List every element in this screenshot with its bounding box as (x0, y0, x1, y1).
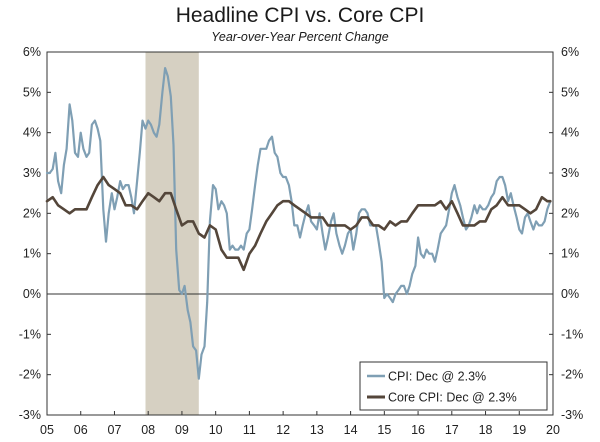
cpi-series-line (45, 67, 552, 380)
y-tick-label-left: 6% (23, 45, 41, 59)
x-tick-label: 10 (209, 423, 223, 437)
y-tick-label-right: 0% (561, 287, 579, 301)
y-tick-label-right: 1% (561, 247, 579, 261)
y-tick-label-left: 3% (23, 166, 41, 180)
legend-label-core-cpi: Core CPI: Dec @ 2.3% (388, 391, 517, 405)
legend-label-cpi: CPI: Dec @ 2.3% (388, 370, 486, 384)
x-tick-label: 11 (243, 423, 256, 437)
y-tick-label-right: 3% (561, 166, 579, 180)
y-tick-label-left: 5% (23, 85, 41, 99)
x-tick-label: 15 (377, 423, 391, 437)
core-cpi-series-line (45, 175, 552, 272)
chart-subtitle: Year-over-Year Percent Change (211, 30, 389, 44)
y-tick-label-right: 6% (561, 45, 579, 59)
x-tick-label: 08 (141, 423, 155, 437)
x-tick-label: 14 (344, 423, 358, 437)
x-tick-label: 16 (411, 423, 425, 437)
y-tick-label-left: 4% (23, 126, 41, 140)
legend-box (359, 361, 548, 411)
y-tick-label-right: 2% (561, 206, 579, 220)
x-tick-label: 09 (175, 423, 189, 437)
y-tick-label-right: -3% (561, 408, 583, 422)
y-tick-label-right: 4% (561, 126, 579, 140)
chart-title: Headline CPI vs. Core CPI (175, 4, 425, 27)
x-tick-label: 17 (445, 423, 459, 437)
x-tick-label: 20 (546, 423, 560, 437)
y-tick-label-right: -1% (561, 327, 583, 341)
x-tick-label: 19 (512, 423, 526, 437)
y-tick-label-right: -2% (561, 368, 583, 382)
x-tick-label: 18 (479, 423, 493, 437)
x-tick-label: 06 (74, 423, 88, 437)
x-tick-label: 13 (310, 423, 324, 437)
chart-legend: CPI: Dec @ 2.3% Core CPI: Dec @ 2.3% (359, 361, 548, 411)
y-tick-label-left: 2% (23, 206, 41, 220)
y-tick-label-left: -1% (19, 327, 41, 341)
y-tick-label-left: 0% (23, 287, 41, 301)
x-tick-label: 07 (108, 423, 122, 437)
plot-area-frame (46, 51, 554, 416)
y-tick-label-left: -3% (19, 408, 41, 422)
y-tick-label-left: -2% (19, 368, 41, 382)
y-tick-label-right: 5% (561, 85, 579, 99)
y-tick-label-left: 1% (23, 247, 41, 261)
x-tick-label: 12 (276, 423, 290, 437)
x-tick-label: 05 (40, 423, 54, 437)
